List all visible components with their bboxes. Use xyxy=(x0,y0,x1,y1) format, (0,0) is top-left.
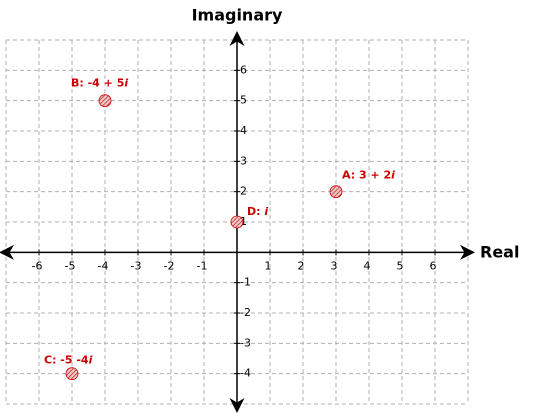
point xyxy=(329,185,343,199)
x-tick-label: -1 xyxy=(197,259,208,272)
x-tick-label: -3 xyxy=(131,259,142,272)
y-tick-label: 1 xyxy=(240,215,247,228)
x-axis-title: Real xyxy=(480,243,519,262)
y-tick-label: 5 xyxy=(240,94,247,107)
point xyxy=(98,94,112,108)
point xyxy=(230,215,244,229)
point-label: C: -5 -4i xyxy=(44,354,93,367)
y-tick-label: 4 xyxy=(240,124,247,137)
point-label: B: -4 + 5i xyxy=(71,77,128,90)
x-tick-label: 1 xyxy=(265,259,272,272)
x-tick-label: -6 xyxy=(32,259,43,272)
y-tick-label: 6 xyxy=(240,63,247,76)
x-tick-label: -5 xyxy=(65,259,76,272)
x-tick-label: 5 xyxy=(397,259,404,272)
point-label: A: 3 + 2i xyxy=(342,169,395,182)
x-tick-label: 2 xyxy=(298,259,305,272)
y-tick-label: -4 xyxy=(240,367,251,380)
y-axis-title: Imaginary xyxy=(192,6,283,25)
x-tick-label: -2 xyxy=(164,259,175,272)
x-tick-label: 3 xyxy=(331,259,338,272)
y-tick-label: 2 xyxy=(240,185,247,198)
point xyxy=(65,367,79,381)
y-tick-label: -1 xyxy=(240,276,251,289)
y-tick-label: -3 xyxy=(240,336,251,349)
y-tick-label: 3 xyxy=(240,154,247,167)
point-label: D: i xyxy=(247,205,268,218)
x-tick-label: -4 xyxy=(98,259,109,272)
x-tick-label: 4 xyxy=(364,259,371,272)
x-tick-label: 6 xyxy=(430,259,437,272)
y-tick-label: -2 xyxy=(240,306,251,319)
